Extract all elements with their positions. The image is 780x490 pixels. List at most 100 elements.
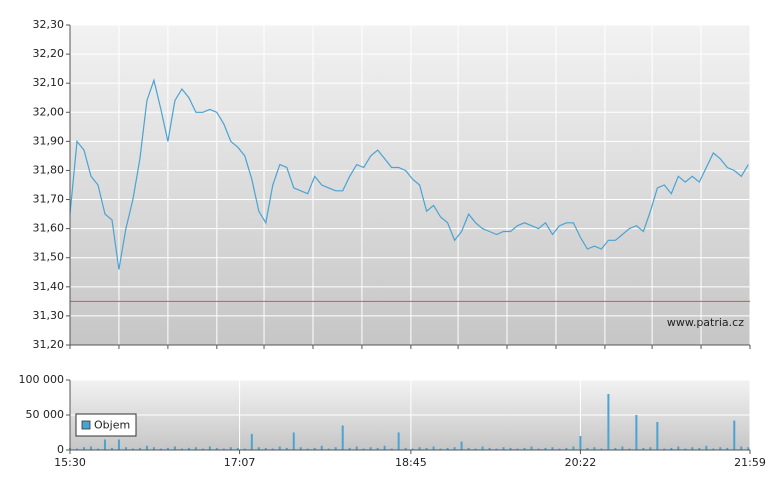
- volume-bar: [89, 446, 92, 450]
- volume-bar: [257, 447, 260, 450]
- volume-bar: [488, 447, 491, 450]
- volume-bar: [271, 448, 274, 450]
- volume-bar: [75, 448, 78, 450]
- volume-bar: [425, 447, 428, 450]
- y-tick-label: 32,30: [33, 18, 65, 31]
- volume-bar: [649, 447, 652, 450]
- volume-bar: [516, 448, 519, 450]
- volume-bar: [502, 447, 505, 450]
- volume-bar: [236, 447, 239, 450]
- volume-bar: [607, 394, 610, 450]
- volume-bar: [383, 445, 386, 450]
- y-tick-label: 50 000: [26, 408, 65, 421]
- volume-bar: [418, 447, 421, 450]
- y-tick-label: 31,90: [33, 134, 65, 147]
- y-tick-label: 31,80: [33, 163, 65, 176]
- volume-bar: [110, 447, 113, 450]
- volume-bar: [530, 446, 533, 450]
- volume-bar: [481, 446, 484, 450]
- volume-bar: [691, 447, 694, 450]
- volume-bar: [544, 447, 547, 450]
- watermark: www.patria.cz: [667, 316, 744, 329]
- volume-bar: [376, 447, 379, 450]
- volume-bar: [719, 447, 722, 450]
- y-tick-label: 31,50: [33, 251, 65, 264]
- volume-bar: [348, 447, 351, 450]
- volume-bar: [145, 445, 148, 450]
- volume-bar: [250, 433, 253, 450]
- volume-bar: [670, 447, 673, 450]
- volume-bar: [509, 447, 512, 450]
- volume-bar: [740, 446, 743, 450]
- volume-bar: [537, 448, 540, 450]
- volume-bar: [96, 448, 99, 450]
- volume-bar: [411, 448, 414, 450]
- volume-bar: [229, 447, 232, 450]
- volume-bar: [292, 432, 295, 450]
- volume-bar: [166, 447, 169, 450]
- volume-bar: [628, 448, 631, 450]
- volume-bar: [285, 447, 288, 450]
- volume-bar: [355, 446, 358, 450]
- legend-label: Objem: [94, 419, 130, 432]
- y-tick-label: 32,10: [33, 76, 65, 89]
- y-tick-label: 100 000: [19, 373, 65, 386]
- x-tick-label: 18:45: [395, 456, 427, 469]
- volume-bar: [460, 441, 463, 450]
- volume-bar: [215, 447, 218, 450]
- volume-bar: [124, 447, 127, 450]
- volume-bar: [677, 446, 680, 450]
- plot-background: [70, 25, 750, 345]
- volume-bar: [572, 446, 575, 450]
- volume-bar: [390, 448, 393, 450]
- volume-bar: [117, 439, 120, 450]
- volume-bar: [341, 425, 344, 450]
- y-tick-label: 32,00: [33, 105, 65, 118]
- volume-bar: [635, 415, 638, 450]
- volume-bar: [698, 447, 701, 450]
- volume-bar: [663, 448, 666, 450]
- volume-bar: [187, 447, 190, 450]
- volume-bar: [453, 447, 456, 450]
- y-tick-label: 31,20: [33, 338, 65, 351]
- volume-bar: [313, 447, 316, 450]
- volume-bar: [264, 447, 267, 450]
- volume-bar: [495, 448, 498, 450]
- volume-bar: [712, 448, 715, 450]
- volume-bar: [138, 447, 141, 450]
- volume-bar: [82, 447, 85, 450]
- volume-bar: [474, 448, 477, 450]
- volume-bar: [705, 445, 708, 450]
- volume-bar: [362, 448, 365, 450]
- volume-bar: [173, 446, 176, 450]
- volume-bar: [194, 447, 197, 450]
- volume-bar: [159, 448, 162, 450]
- volume-bar: [334, 447, 337, 450]
- volume-bar: [180, 448, 183, 450]
- volume-bar: [726, 447, 729, 450]
- volume-bar: [446, 447, 449, 450]
- volume-bar: [397, 432, 400, 450]
- price-line: [69, 78, 749, 270]
- y-tick-label: 0: [57, 443, 64, 456]
- volume-bar: [642, 447, 645, 450]
- volume-bar: [243, 448, 246, 450]
- volume-bar: [201, 448, 204, 450]
- volume-bar: [565, 447, 568, 450]
- volume-bar: [369, 447, 372, 450]
- volume-bar: [103, 439, 106, 450]
- volume-bar: [747, 447, 750, 450]
- volume-bar: [152, 447, 155, 450]
- volume-bar: [306, 448, 309, 450]
- volume-bar: [320, 445, 323, 450]
- legend-swatch: [81, 420, 91, 430]
- y-tick-label: 31,60: [33, 222, 65, 235]
- volume-bar: [278, 446, 281, 450]
- volume-bar: [614, 447, 617, 450]
- volume-bar: [439, 448, 442, 450]
- x-tick-label: 21:59: [734, 456, 766, 469]
- volume-bar: [621, 446, 624, 450]
- y-tick-label: 31,40: [33, 280, 65, 293]
- volume-bar: [208, 446, 211, 450]
